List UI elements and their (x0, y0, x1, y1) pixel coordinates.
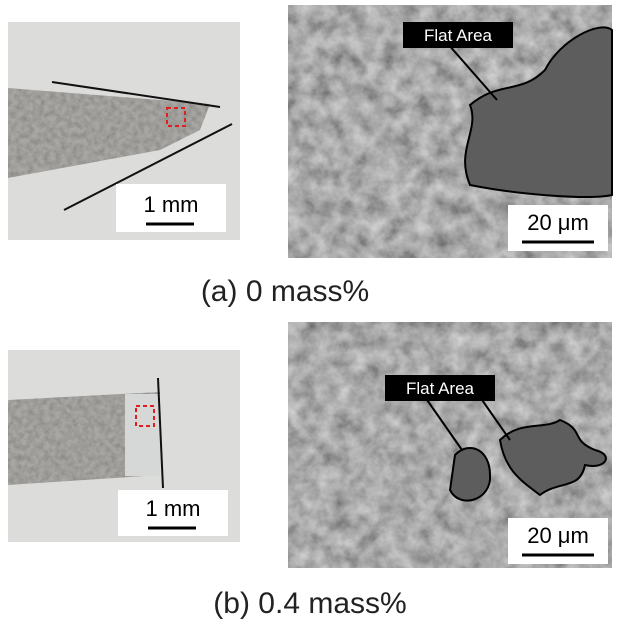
photo-a: 1 mm (8, 22, 240, 240)
scale-label: 1 mm (146, 496, 201, 521)
sem-label: Flat Area (424, 26, 493, 45)
figure: 1 mm Flat Area 20 μm (a) 0 mass% 1 mm Fl… (0, 0, 619, 628)
caption: (b) 0.4 mass% (213, 587, 406, 620)
scale-label: 1 mm (144, 192, 199, 217)
sem-label: Flat Area (406, 379, 475, 398)
scale-label: 20 μm (527, 523, 589, 548)
photo-b: 1 mm (8, 350, 240, 542)
sem-b: Flat Area 20 μm (288, 322, 612, 568)
caption: (a) 0 mass% (201, 275, 369, 308)
scale-label: 20 μm (527, 210, 589, 235)
sem-a: Flat Area 20 μm (288, 5, 612, 258)
